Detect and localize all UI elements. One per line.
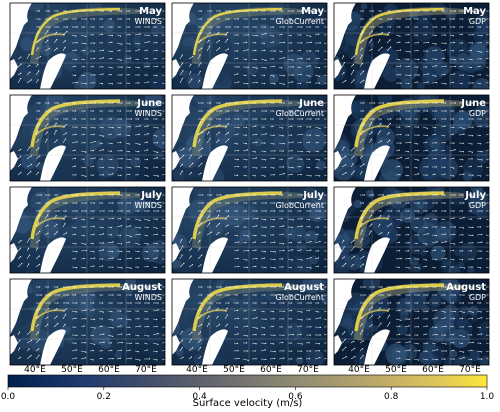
- map-panel: AugustGDP: [328, 273, 497, 374]
- panel-source-label: WINDS: [135, 201, 163, 210]
- colorbar-tick-label: 0.8: [384, 392, 399, 402]
- colorbar-tick-label: 0.2: [97, 392, 111, 402]
- panel-month-label: June: [298, 98, 324, 109]
- x-tick-label: 50°E: [223, 365, 245, 375]
- colorbar-tick-label: 1.0: [480, 392, 495, 402]
- x-tick-label: 50°E: [385, 365, 407, 375]
- panel-month-label: August: [284, 282, 324, 293]
- x-tick-label: 40°E: [348, 365, 370, 375]
- panel-source-label: GlobCurrent: [276, 17, 324, 26]
- panel-month-label: July: [140, 190, 162, 201]
- x-tick-label: 50°E: [61, 365, 83, 375]
- panel-source-label: GlobCurrent: [276, 201, 324, 210]
- panel-source-label: WINDS: [135, 17, 163, 26]
- panel-month-label: June: [460, 98, 486, 109]
- panel-source-label: GlobCurrent: [276, 109, 324, 118]
- x-tick-label: 70°E: [135, 365, 157, 375]
- panel-source-label: GDP: [469, 17, 486, 26]
- panel-month-label: May: [463, 6, 486, 17]
- colorbar: 0.0 0.2 0.4 0.6 0.8 1.0 Surface velocity (m/s): [1, 375, 495, 409]
- x-tick-label: 60°E: [260, 365, 282, 375]
- panel-source-label: GlobCurrent: [276, 293, 324, 302]
- panel-source-label: GDP: [469, 109, 486, 118]
- colorbar-title: Surface velocity (m/s): [193, 398, 303, 409]
- panel-month-label: July: [302, 190, 324, 201]
- x-tick-label: 60°E: [422, 365, 444, 375]
- panel-source-label: GDP: [469, 293, 486, 302]
- x-tick-label: 40°E: [186, 365, 208, 375]
- x-tick-label: 40°E: [24, 365, 46, 375]
- panel-source-label: GDP: [469, 201, 486, 210]
- panel-month-label: May: [301, 6, 324, 17]
- x-tick-label: 70°E: [459, 365, 481, 375]
- colorbar-tick-label: 0.0: [1, 392, 16, 402]
- x-tick-label: 60°E: [98, 365, 120, 375]
- panel-month-label: August: [122, 282, 162, 293]
- panel-month-label: July: [464, 190, 486, 201]
- panel-month-label: May: [139, 6, 162, 17]
- colorbar-gradient: [8, 375, 487, 387]
- x-tick-label: 70°E: [297, 365, 319, 375]
- panel-month-label: June: [136, 98, 162, 109]
- panel-source-label: WINDS: [135, 109, 163, 118]
- panel-month-label: August: [446, 282, 486, 293]
- panel-source-label: WINDS: [135, 293, 163, 302]
